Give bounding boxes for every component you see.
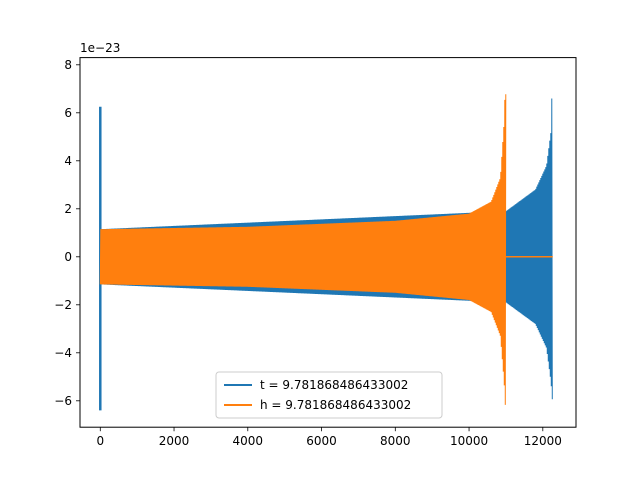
y-tick-label: −4 — [54, 346, 72, 360]
y-tick-label: −6 — [54, 394, 72, 408]
y-tick-label: 8 — [64, 58, 72, 72]
x-tick-label: 10000 — [450, 434, 488, 448]
x-tick-label: 2000 — [159, 434, 190, 448]
y-tick-label: 2 — [64, 202, 72, 216]
legend-label: t = 9.781868486433002 — [260, 378, 408, 392]
y-offset-text: 1e−23 — [80, 41, 120, 55]
y-tick-label: 4 — [64, 154, 72, 168]
x-tick-label: 12000 — [524, 434, 562, 448]
legend: t = 9.781868486433002 h = 9.7818684864330… — [215, 371, 443, 419]
x-tick-label: 8000 — [380, 434, 411, 448]
axes-frame — [79, 57, 577, 428]
series-1 — [99, 94, 553, 405]
legend-box — [215, 371, 443, 419]
y-tick-label: −2 — [54, 298, 72, 312]
x-tick-label: 6000 — [306, 434, 337, 448]
x-tick-label: 0 — [96, 434, 104, 448]
legend-label: h = 9.781868486433002 — [260, 398, 411, 412]
legend-item: t = 9.781868486433002 — [224, 378, 408, 392]
y-tick-label: 6 — [64, 106, 72, 120]
plot-area — [99, 94, 553, 411]
y-tick-label: 0 — [64, 250, 72, 264]
y-axis: −6 −4 −2 0 2 4 6 8 — [54, 58, 80, 408]
x-tick-label: 4000 — [233, 434, 264, 448]
x-axis: 0 2000 4000 6000 8000 10000 12000 — [96, 427, 562, 448]
series-1-line — [99, 94, 507, 405]
legend-item: h = 9.781868486433002 — [224, 398, 411, 412]
